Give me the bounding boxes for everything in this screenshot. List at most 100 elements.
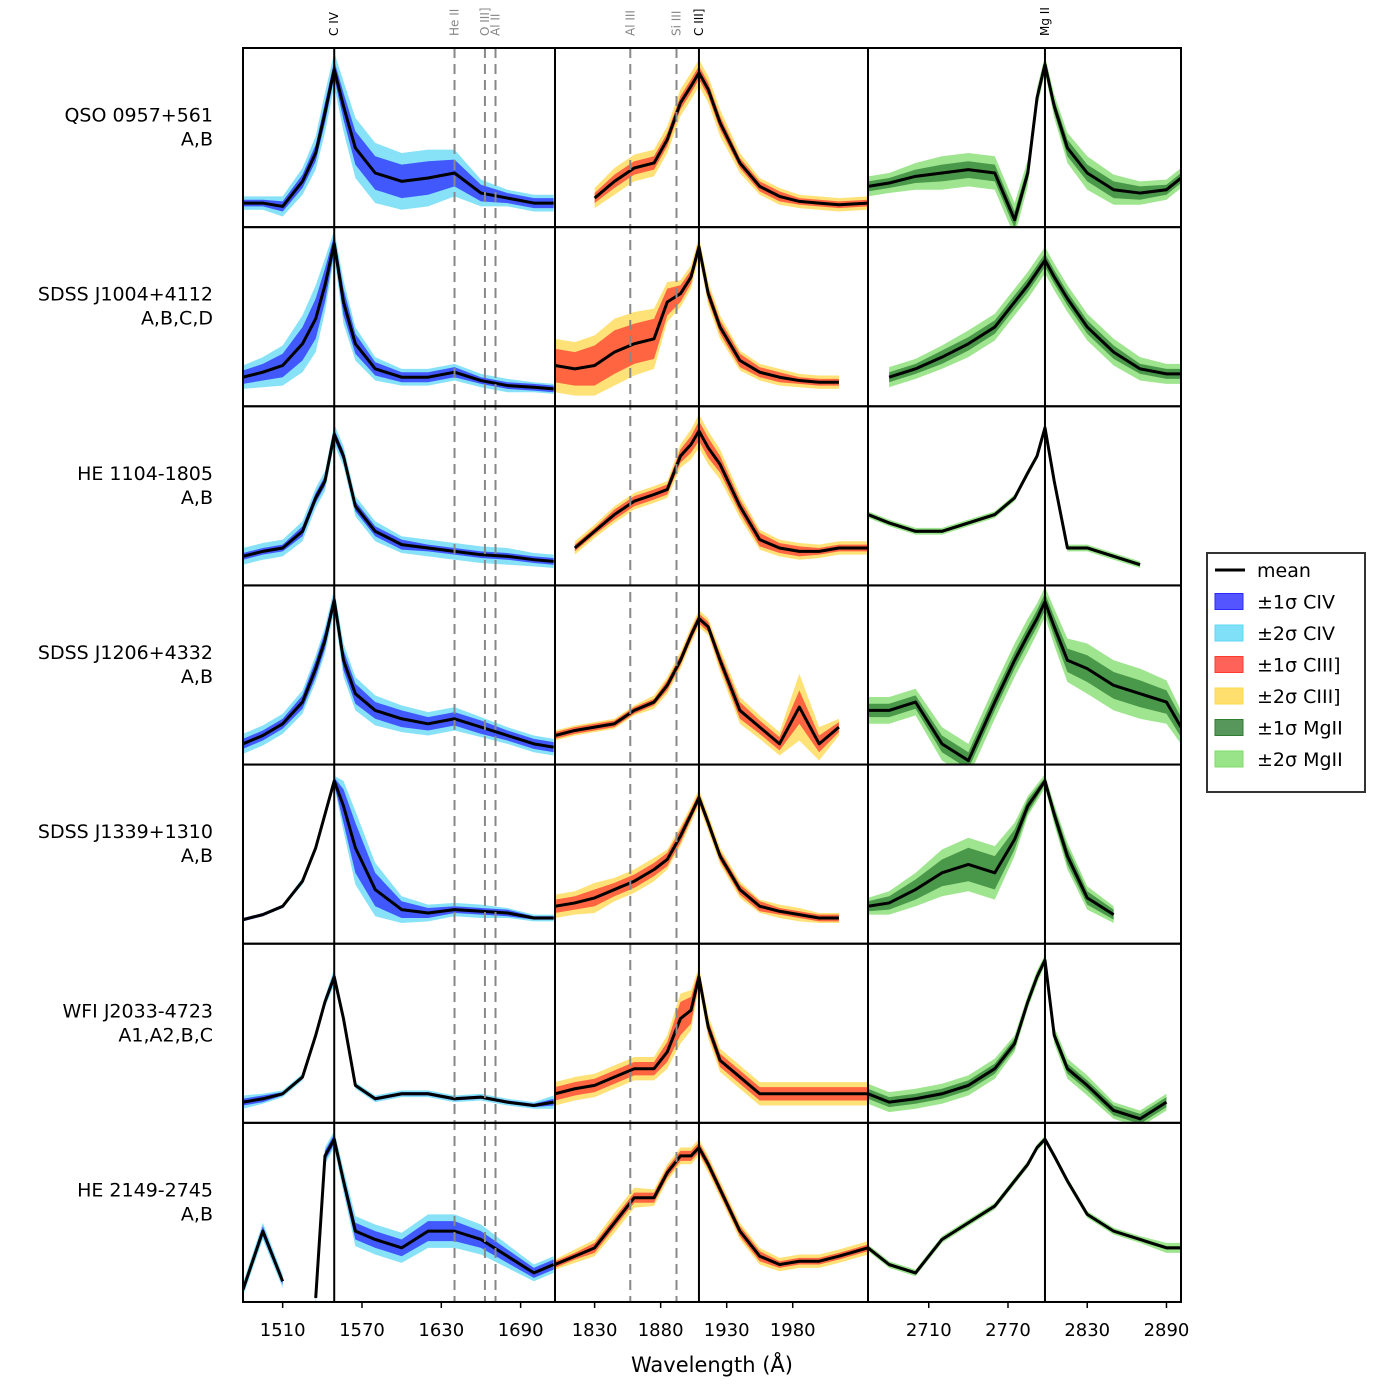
x-tick-label: 1510 (260, 1320, 306, 1341)
legend-swatch (1214, 593, 1244, 610)
mean-line (868, 1137, 1181, 1275)
x-tick-label: 1690 (498, 1320, 544, 1341)
sigma-band (243, 971, 554, 1108)
sigma-band (555, 610, 839, 761)
sigma-band (555, 240, 839, 386)
sigma-band (574, 414, 868, 560)
panel (555, 236, 839, 396)
x-tick-label: 1630 (418, 1320, 464, 1341)
row-label: A,B,C,D (141, 308, 213, 330)
sigma-band (868, 777, 1114, 920)
panel (593, 59, 868, 212)
sigma-band (868, 1135, 1181, 1277)
emission-line-label: Mg II (1038, 7, 1052, 36)
row-label: HE 1104-1805 (77, 463, 213, 485)
panel (243, 775, 554, 923)
panel (868, 1135, 1181, 1277)
panel-frame (867, 405, 1182, 587)
legend-label: ±2σ CIV (1257, 623, 1335, 645)
sigma-band (243, 230, 554, 394)
sigma-band (868, 56, 1181, 228)
sigma-band (868, 593, 1181, 765)
mean-line (555, 245, 839, 384)
sigma-band (555, 792, 839, 922)
legend-swatch (1214, 624, 1244, 642)
mean-line (243, 1137, 555, 1299)
mean-line (243, 67, 554, 208)
panel (555, 789, 839, 923)
sigma-band (243, 593, 554, 753)
emission-line-label: Si III (670, 11, 684, 36)
row-label: A,B (181, 487, 213, 509)
mean-line (593, 71, 868, 207)
panel (555, 610, 840, 761)
sigma-band (868, 425, 1141, 567)
x-tick-label: 2890 (1144, 1320, 1190, 1341)
mean-line (555, 616, 840, 746)
panel (888, 246, 1181, 388)
panel (573, 414, 868, 560)
mean-line (243, 432, 554, 563)
legend-swatch (1214, 750, 1244, 768)
x-tick-label: 1880 (638, 1320, 684, 1341)
row-label: SDSS J1339+1310 (38, 821, 213, 843)
panel (555, 1139, 868, 1272)
sigma-band (889, 253, 1181, 383)
x-tick-label: 1570 (339, 1320, 385, 1341)
x-tick-label: 2770 (985, 1320, 1031, 1341)
panel (868, 586, 1181, 765)
panel-frame (867, 763, 1182, 945)
x-tick-label: 1980 (770, 1320, 816, 1341)
sigma-band (555, 1139, 868, 1272)
panel-frame (867, 226, 1182, 408)
mean-line (868, 62, 1181, 222)
legend-label: ±1σ CIV (1257, 592, 1335, 614)
sigma-band (868, 59, 1181, 228)
x-tick-label: 2830 (1064, 1320, 1110, 1341)
sigma-band (315, 1130, 554, 1302)
row-label: SDSS J1206+4332 (38, 642, 213, 664)
panel (243, 968, 554, 1109)
mean-line (868, 958, 1168, 1121)
legend-swatch (1214, 656, 1244, 673)
panel (243, 588, 554, 756)
row-label: A,B (181, 666, 213, 688)
mean-line (888, 258, 1181, 379)
mean-line (243, 598, 554, 749)
mean-line (868, 600, 1181, 763)
sigma-band (868, 1137, 1181, 1275)
panel (243, 52, 554, 217)
emission-line-label: Al III (623, 10, 637, 36)
panel-frame (867, 1121, 1182, 1303)
legend-label: ±2σ CIII] (1257, 686, 1341, 708)
row-label: WFI J2033-4723 (62, 1000, 213, 1022)
row-label: HE 2149-2745 (77, 1179, 213, 1201)
sigma-band (243, 52, 554, 217)
emission-line-label: O III] (478, 7, 492, 36)
sigma-band (555, 1142, 868, 1268)
legend-label: mean (1257, 560, 1311, 582)
x-axis-label: Wavelength (Å) (631, 1351, 793, 1377)
mean-line (243, 779, 554, 922)
panel-frame (242, 1121, 556, 1303)
sigma-band (574, 420, 868, 557)
x-tick-label: 1830 (572, 1320, 618, 1341)
sigma-band (594, 59, 868, 212)
mean-line (868, 779, 1115, 916)
row-label: A,B (181, 1203, 213, 1225)
x-tick-label: 1930 (704, 1320, 750, 1341)
mean-line (868, 426, 1141, 567)
panel (555, 966, 868, 1106)
legend-label: ±1σ CIII] (1257, 655, 1341, 677)
panel (243, 230, 554, 394)
row-label: QSO 0957+561 (64, 105, 213, 127)
panel (868, 56, 1181, 228)
panel (868, 955, 1168, 1123)
panel (243, 424, 554, 569)
row-label: SDSS J1004+4112 (38, 284, 213, 306)
row-label: A,B (181, 845, 213, 867)
sigma-band (868, 424, 1141, 569)
emission-line-label: Al II (489, 14, 503, 36)
x-tick-label: 2710 (906, 1320, 952, 1341)
